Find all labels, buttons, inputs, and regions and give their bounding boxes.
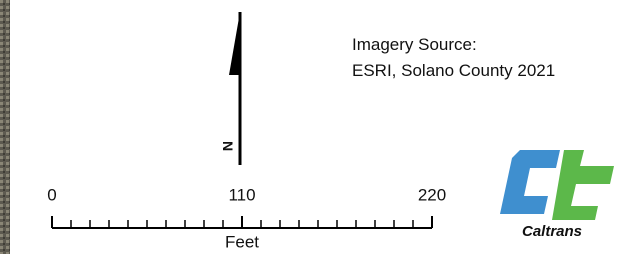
logo-label: Caltrans <box>522 223 582 240</box>
source-line: ESRI, Solano County 2021 <box>352 61 555 80</box>
scale-label: 220 <box>418 185 446 204</box>
map-legend: N Imagery Source: ESRI, Solano County 20… <box>0 0 622 254</box>
source-line: Imagery Source: <box>352 35 477 54</box>
scale-unit: Feet <box>225 232 259 251</box>
scale-label: 110 <box>228 185 255 204</box>
north-label: N <box>220 141 236 151</box>
logo: Caltrans <box>500 150 614 240</box>
scale-bar: 0 110 220 Feet <box>47 185 446 251</box>
scale-label: 0 <box>47 185 56 204</box>
imagery-edge <box>0 0 10 254</box>
